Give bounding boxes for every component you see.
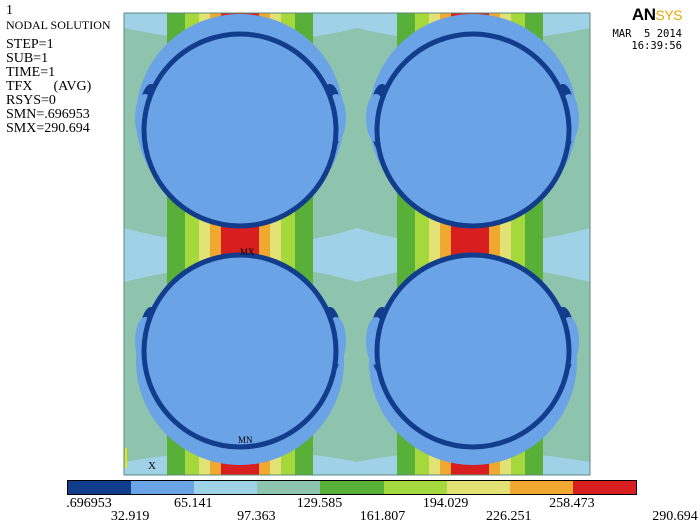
- window-number: 1: [6, 3, 13, 18]
- legend-swatch: [572, 481, 636, 494]
- legend-swatch: [194, 481, 258, 494]
- legend-label: 226.251: [486, 509, 532, 524]
- legend-label: 65.141: [173, 496, 213, 511]
- solution-info: 1 NODAL SOLUTION STEP=1 SUB=1 TIME=1 TFX…: [6, 4, 111, 136]
- legend-swatch: [446, 481, 510, 494]
- legend-label: 290.694: [652, 509, 698, 524]
- min-marker: MN: [238, 435, 253, 445]
- legend-swatch: [383, 481, 447, 494]
- legend-swatch: [68, 481, 132, 494]
- solution-title: NODAL SOLUTION: [6, 18, 111, 32]
- circle-bottom-left: [141, 252, 339, 450]
- info-smn: SMN=.696953: [6, 107, 90, 122]
- circle-top-right: [374, 31, 572, 229]
- legend-label: 258.473: [549, 496, 595, 511]
- ansys-header: ANSYS MAR 5 2014 16:39:56: [612, 5, 682, 52]
- legend-swatch: [131, 481, 195, 494]
- ansys-logo: ANSYS: [631, 5, 683, 24]
- circle-inclusions: [141, 31, 572, 450]
- legend-swatch: [257, 481, 321, 494]
- legend-label: 194.029: [422, 496, 469, 511]
- timestamp-date: MAR 5 2014: [612, 28, 682, 40]
- circle-bottom-right: [374, 252, 572, 450]
- circle-top-left: [141, 31, 339, 229]
- axis-x-label: X: [148, 460, 156, 472]
- info-time: TIME=1: [6, 65, 56, 80]
- color-legend: [67, 480, 637, 495]
- legend-label: 32.919: [110, 509, 150, 524]
- info-rsys: RSYS=0: [6, 93, 56, 108]
- legend-swatch: [320, 481, 384, 494]
- legend-label: 161.807: [359, 509, 406, 524]
- info-sub: SUB=1: [6, 51, 49, 66]
- timestamp-time: 16:39:56: [631, 40, 682, 52]
- info-smx: SMX=290.694: [6, 121, 90, 136]
- legend-swatch: [509, 481, 573, 494]
- legend-label: 129.585: [296, 496, 343, 511]
- plot-border: [123, 12, 591, 476]
- max-marker: MX: [240, 247, 255, 257]
- legend-label: .696953: [66, 496, 112, 511]
- info-step: STEP=1: [6, 37, 54, 52]
- legend-label: 97.363: [237, 509, 276, 524]
- band-middle: [124, 228, 590, 282]
- info-result-item: TFX (AVG): [6, 79, 92, 94]
